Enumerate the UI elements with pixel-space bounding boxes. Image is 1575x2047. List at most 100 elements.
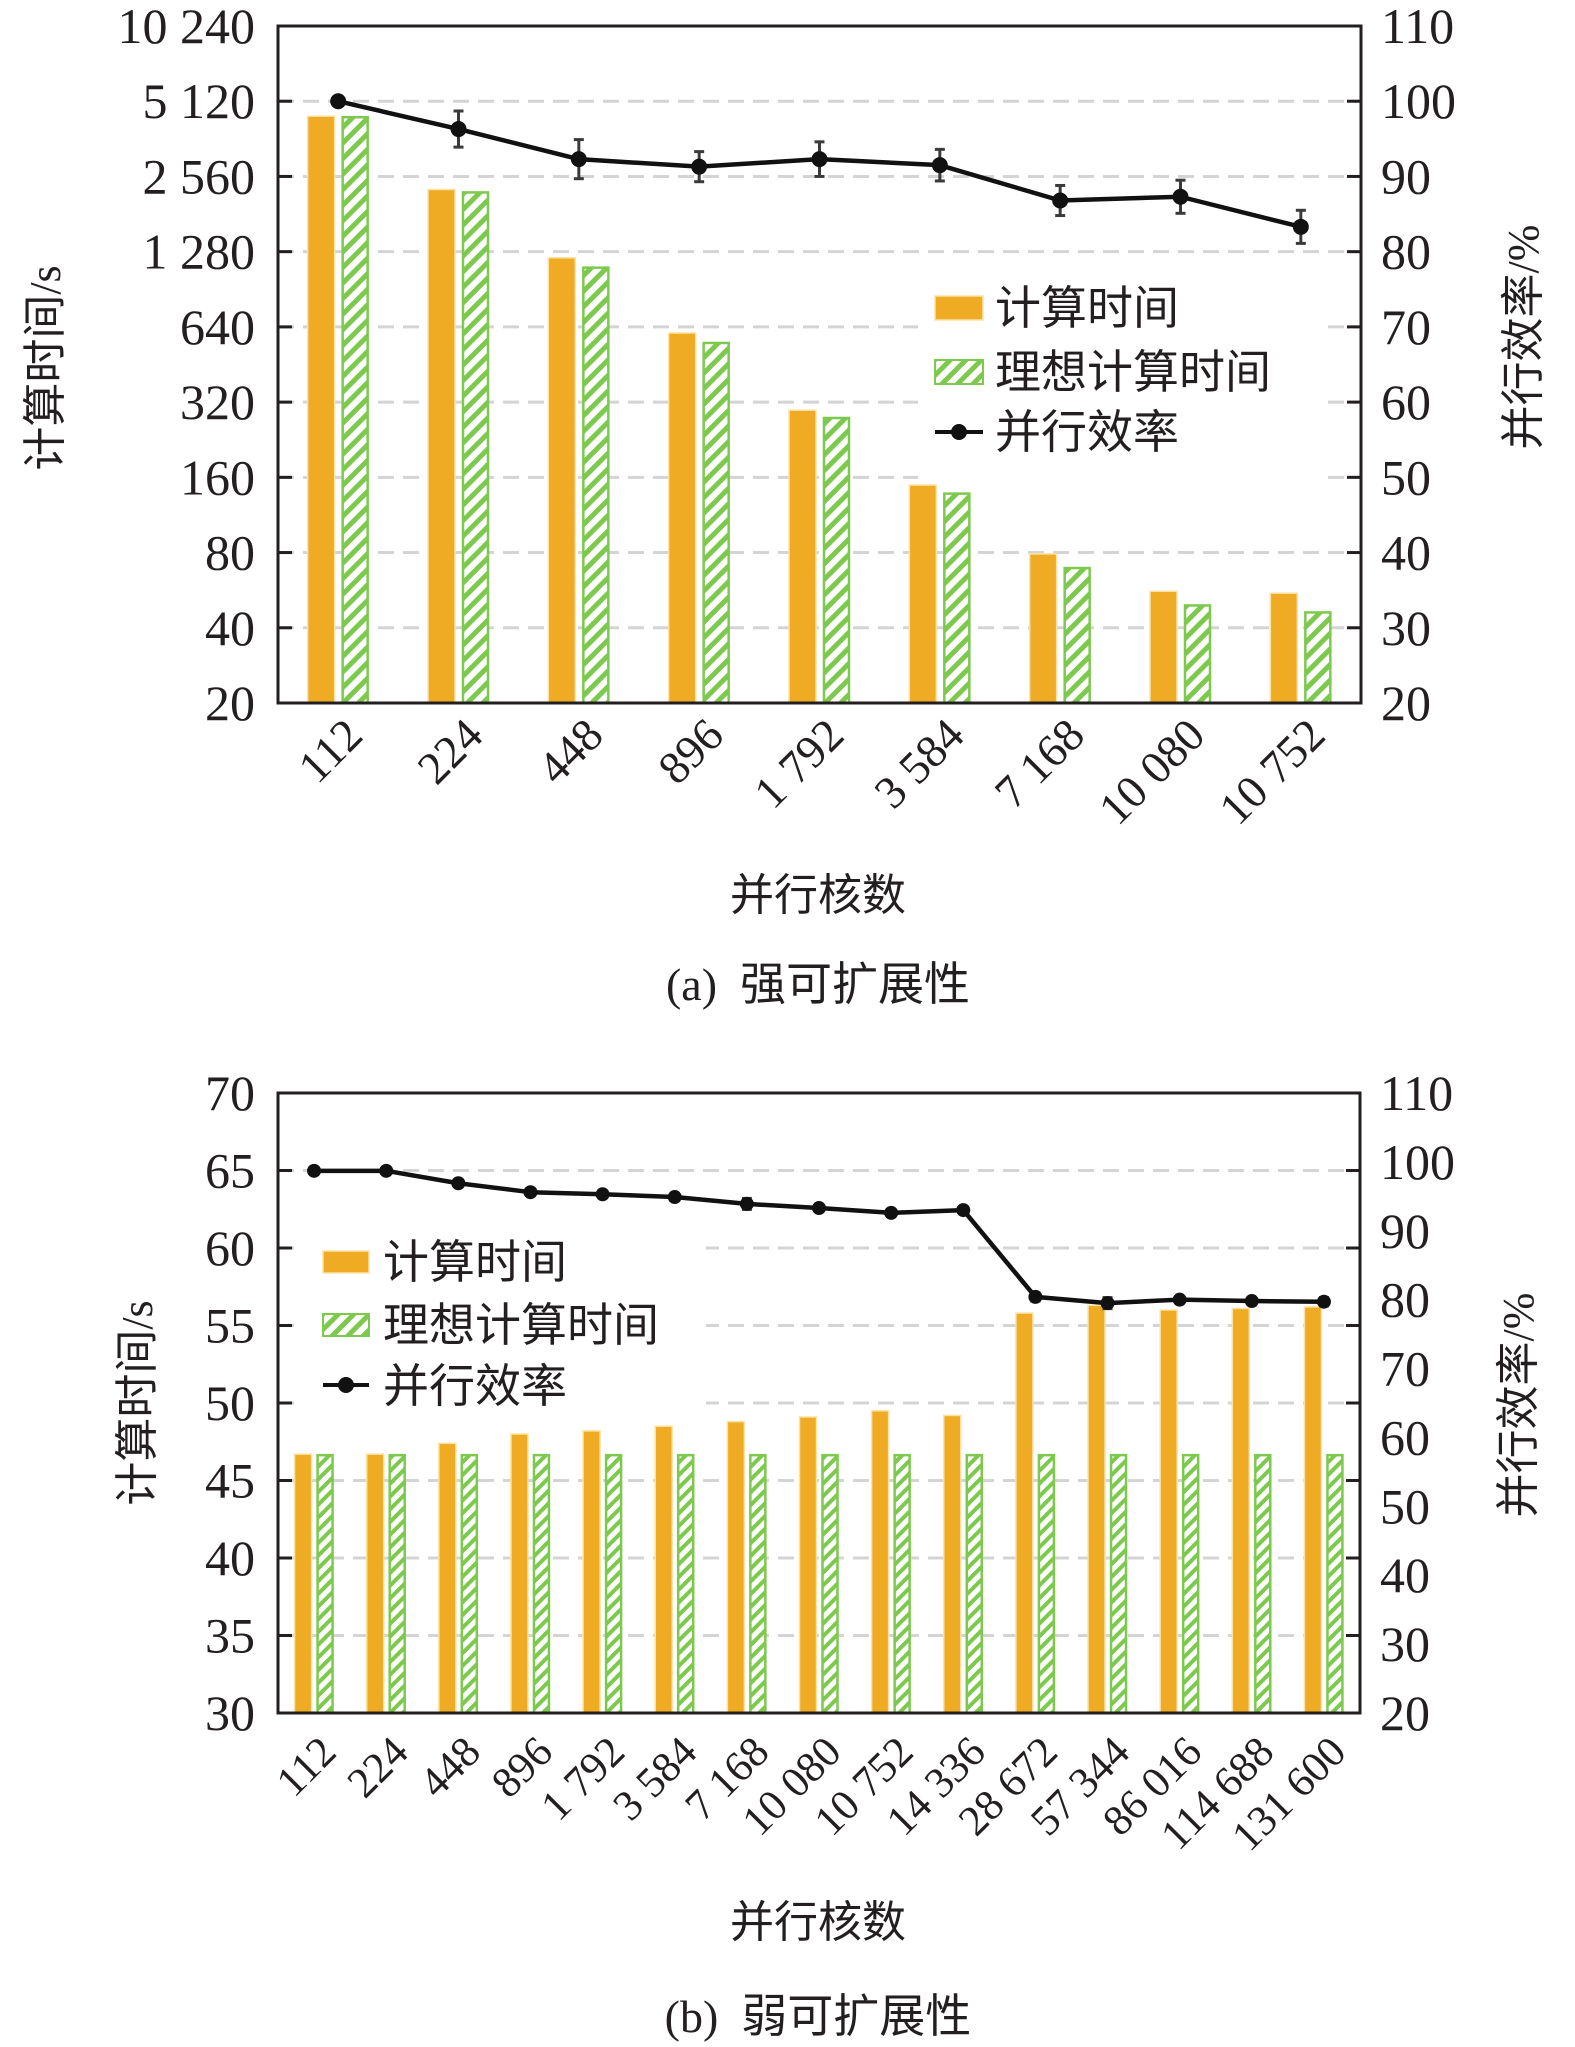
axis-ticks	[278, 1169, 1360, 1637]
x-tick-label: 896	[648, 709, 733, 794]
legend: 计算时间 理想计算时间 并行效率	[322, 1237, 659, 1412]
x-tick-label: 3 584	[604, 1728, 706, 1830]
bar-ideal-time	[1181, 1453, 1200, 1715]
efficiency-point	[691, 158, 708, 175]
bar-compute-time	[798, 1416, 818, 1714]
y2-tick-label: 80	[1381, 224, 1431, 280]
efficiency-point	[1172, 188, 1189, 205]
bar-compute-time	[438, 1442, 457, 1714]
y-tick-label: 10 240	[118, 0, 256, 54]
y-tick-label: 160	[180, 449, 255, 505]
legend-item-ideal-time: 理想计算时间	[934, 347, 1271, 398]
y-tick-label: 80	[205, 525, 255, 581]
efficiency-point	[931, 157, 948, 174]
bar-compute-time	[547, 257, 577, 704]
bar-ideal-time	[1109, 1453, 1128, 1715]
bar-compute-time	[306, 115, 336, 704]
y2-tick-label: 50	[1381, 449, 1431, 505]
y2-tick-label: 100	[1380, 1134, 1455, 1190]
bar-compute-time	[365, 1453, 385, 1714]
y-tick-label: 60	[205, 1220, 255, 1276]
efficiency-point	[379, 1163, 394, 1178]
bar-compute-time	[1087, 1304, 1106, 1714]
x-tick-label: 1 792	[744, 709, 853, 818]
bar-compute-time	[1149, 590, 1178, 704]
efficiency-point	[570, 151, 587, 168]
x-tick-label: 112	[268, 1728, 346, 1806]
x-tick-label: 224	[339, 1728, 418, 1807]
chart-strong-scaling: 10 240 5 120 2 560 1 280 640 320 160 80 40 20 110…	[21, 0, 1548, 1010]
y-tick-label: 40	[205, 600, 255, 656]
bar-compute-time	[1015, 1312, 1034, 1714]
y2-tick-label: 110	[1381, 0, 1454, 54]
x-tick-label: 1 792	[532, 1728, 634, 1830]
efficiency-point	[330, 93, 347, 110]
y2-tick-label: 20	[1381, 675, 1431, 731]
y2-tick-label: 90	[1380, 1203, 1430, 1259]
legend-background	[918, 282, 1326, 482]
bar-ideal-time	[1304, 611, 1332, 705]
bar-ideal-time	[1254, 1453, 1272, 1715]
y2-tick-label: 30	[1380, 1616, 1430, 1672]
efficiency-line	[307, 1163, 1331, 1311]
bar-ideal-time	[943, 492, 971, 705]
legend-marker-efficiency	[951, 424, 967, 440]
legend-label: 理想计算时间	[383, 1300, 659, 1351]
y2-axis-title: 并行效率/%	[1494, 1293, 1543, 1518]
y-tick-label: 40	[205, 1530, 255, 1586]
efficiency-point	[307, 1163, 322, 1178]
x-tick-label: 10 080	[1089, 709, 1215, 835]
axis-ticks	[278, 99, 1361, 630]
efficiency-point	[812, 1201, 826, 1216]
bar-ideal-time	[893, 1453, 911, 1715]
x-tick-label: 7 168	[985, 709, 1094, 818]
bar-ideal-time	[341, 115, 369, 705]
x-tick-label: 224	[407, 709, 492, 794]
bar-ideal-time	[388, 1453, 406, 1715]
y-tick-labels: 10 240 5 120 2 560 1 280 640 320 160 80 40 20	[118, 0, 256, 731]
bar-ideal-time	[461, 191, 490, 705]
y2-tick-label: 100	[1381, 73, 1456, 129]
efficiency-point	[1172, 1292, 1187, 1307]
chart-caption: (a) 强可扩展性	[666, 959, 970, 1010]
y2-tick-label: 70	[1381, 299, 1431, 355]
y2-axis-title: 并行效率/%	[1499, 225, 1548, 450]
bar-compute-time	[1028, 553, 1058, 704]
y-tick-label: 2 560	[143, 148, 256, 204]
bar-ideal-time	[702, 341, 730, 705]
legend-label: 计算时间	[995, 283, 1179, 334]
y-tick-label: 30	[205, 1685, 255, 1741]
bar-compute-time	[654, 1425, 673, 1714]
efficiency-point	[1244, 1294, 1259, 1309]
x-tick-label: 3 584	[864, 709, 973, 818]
legend-swatch-ideal-time	[934, 359, 984, 385]
bar-ideal-time	[822, 416, 851, 705]
y-axis-title: 计算时间/s	[113, 1300, 162, 1505]
bar-ideal-time	[821, 1453, 839, 1715]
bar-compute-time	[943, 1414, 962, 1714]
legend-item-compute-time: 计算时间	[322, 1237, 567, 1288]
bar-compute-time	[870, 1410, 890, 1714]
efficiency-point	[451, 1176, 466, 1191]
y-tick-label: 45	[205, 1453, 255, 1509]
efficiency-point	[884, 1205, 899, 1220]
bar-compute-time	[667, 332, 697, 704]
efficiency-line	[330, 93, 1309, 245]
efficiency-point	[811, 151, 828, 168]
y2-tick-label: 40	[1380, 1547, 1430, 1603]
legend-item-compute-time: 计算时间	[934, 283, 1179, 334]
y2-tick-label: 80	[1380, 1272, 1430, 1328]
y-tick-label: 1 280	[143, 224, 256, 280]
y-tick-label: 5 120	[143, 73, 256, 129]
efficiency-point	[523, 1185, 538, 1200]
legend-item-efficiency: 并行效率	[323, 1361, 567, 1412]
bar-compute-time	[1231, 1307, 1251, 1714]
bar-ideal-time	[676, 1453, 695, 1715]
legend-marker-efficiency	[338, 1377, 354, 1393]
efficiency-point	[1316, 1294, 1331, 1309]
efficiency-point	[1028, 1289, 1043, 1304]
bar-ideal-time	[582, 266, 610, 705]
y2-tick-label: 90	[1381, 148, 1431, 204]
